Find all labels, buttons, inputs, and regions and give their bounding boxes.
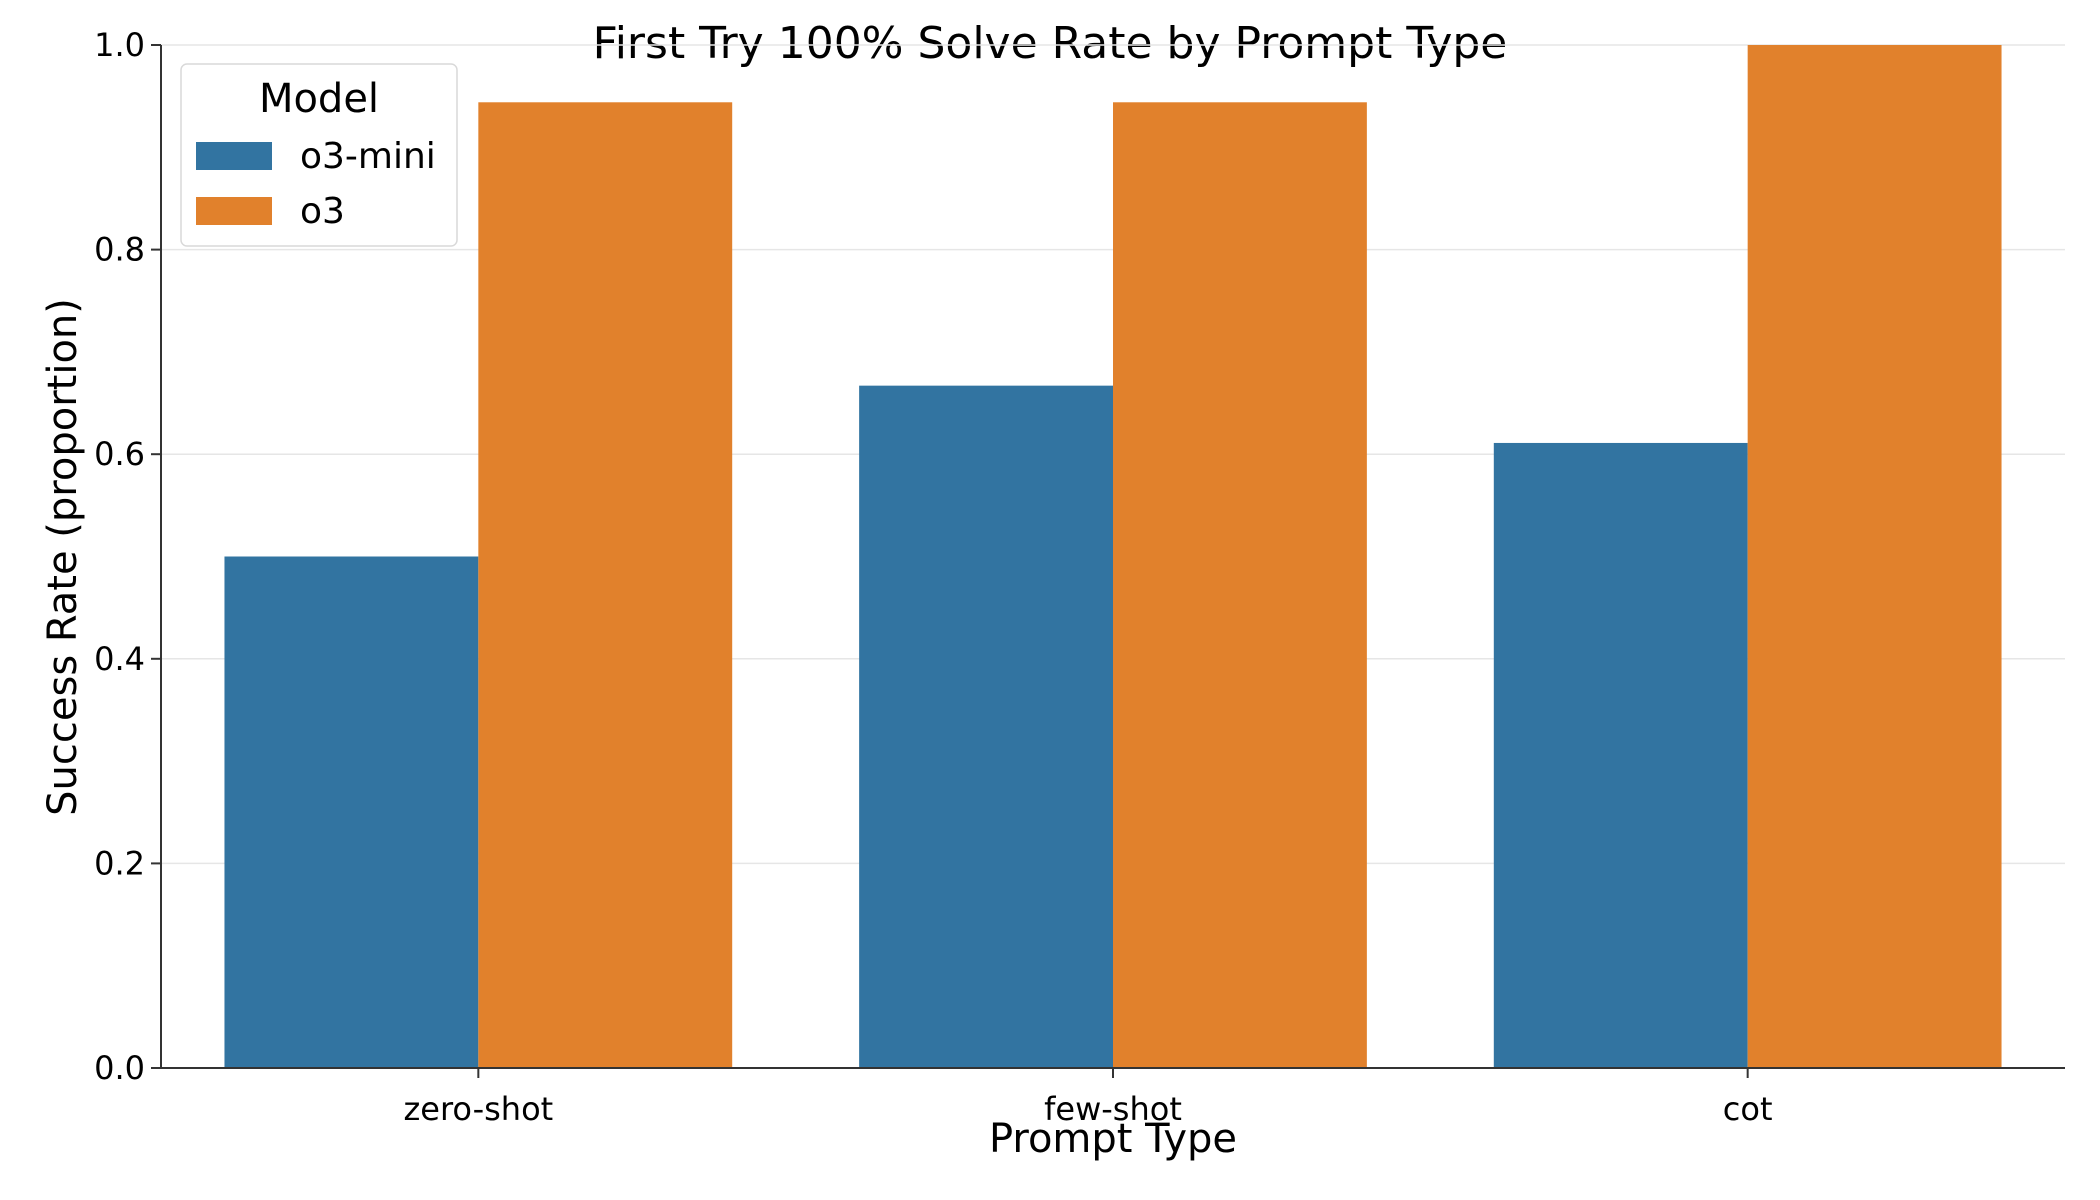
x-tick-label: cot xyxy=(1723,1090,1773,1128)
legend: Model o3-mini o3 xyxy=(180,63,458,247)
legend-label-o3-mini: o3-mini xyxy=(300,136,436,177)
bar-o3-mini-zero-shot xyxy=(224,556,479,1068)
y-tick-label: 0.0 xyxy=(94,1049,145,1087)
y-tick-label: 1.0 xyxy=(94,26,145,64)
x-tick-label: few-shot xyxy=(1044,1090,1182,1128)
legend-swatch-o3-mini xyxy=(196,142,272,170)
y-tick-label: 0.4 xyxy=(94,640,145,678)
chart-title: First Try 100% Solve Rate by Prompt Type xyxy=(593,18,1508,69)
x-axis-label: Prompt Type xyxy=(989,1116,1237,1162)
y-ticks: 0.0 0.2 0.4 0.6 0.8 1.0 xyxy=(94,26,161,1087)
legend-title: Model xyxy=(259,76,379,122)
bar-o3-mini-few-shot xyxy=(859,385,1113,1068)
bar-o3-cot xyxy=(1747,45,2002,1068)
bar-o3-few-shot xyxy=(1113,102,1367,1068)
legend-swatch-o3 xyxy=(196,197,272,225)
bar-o3-mini-cot xyxy=(1493,442,1748,1068)
x-tick-label: zero-shot xyxy=(403,1090,553,1128)
x-ticks: zero-shot few-shot cot xyxy=(403,1068,1773,1128)
legend-items: o3-mini o3 xyxy=(196,136,436,232)
bar-o3-zero-shot xyxy=(478,102,733,1068)
bars xyxy=(224,45,2002,1068)
legend-label-o3: o3 xyxy=(300,191,345,232)
y-tick-label: 0.6 xyxy=(94,435,145,473)
y-axis-label: Success Rate (proportion) xyxy=(40,298,86,816)
y-tick-label: 0.2 xyxy=(94,844,145,882)
y-tick-label: 0.8 xyxy=(94,231,145,269)
